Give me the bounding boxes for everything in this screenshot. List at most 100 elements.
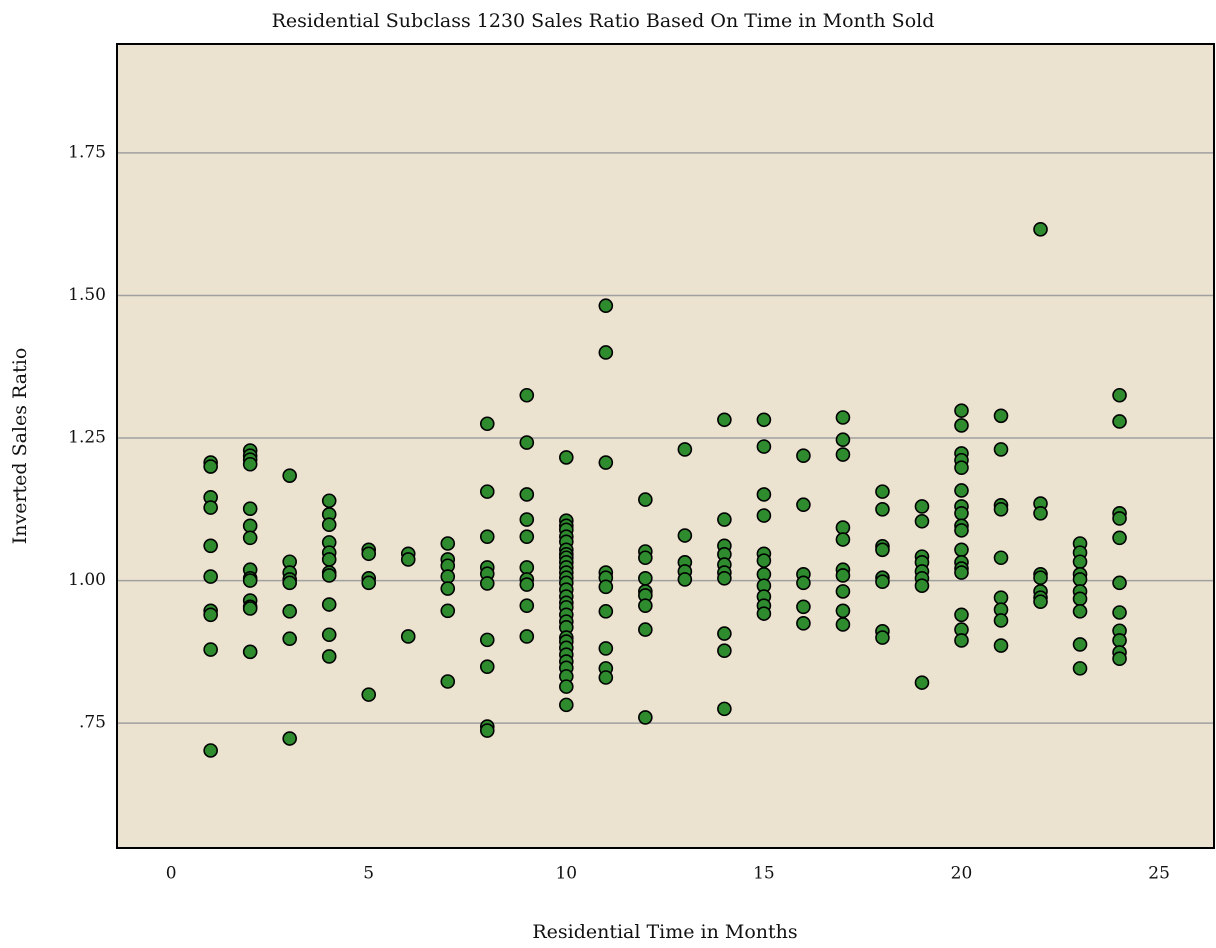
point	[796, 599, 811, 615]
x-tick-label: 20	[951, 864, 973, 884]
point	[717, 701, 732, 717]
point	[677, 572, 693, 587]
point	[203, 743, 218, 758]
point	[1112, 511, 1127, 526]
point	[519, 512, 535, 527]
point	[875, 501, 890, 517]
point	[321, 568, 337, 583]
point	[993, 613, 1009, 628]
x-tick-label: 25	[1148, 864, 1170, 884]
x-tick-label: 10	[555, 864, 577, 884]
point	[638, 492, 653, 507]
point	[1072, 661, 1088, 676]
point	[835, 432, 851, 448]
point	[1072, 554, 1088, 570]
point	[519, 577, 535, 592]
point	[1033, 594, 1048, 609]
point	[1112, 414, 1127, 429]
point	[598, 345, 614, 360]
point	[321, 627, 337, 643]
point	[756, 553, 772, 568]
point	[282, 731, 297, 746]
point	[1112, 575, 1127, 591]
point	[835, 584, 851, 599]
point	[954, 460, 969, 475]
point	[1072, 591, 1088, 607]
y-axis-title: Inverted Sales Ratio	[9, 348, 31, 545]
y-tick-label: 1.50	[68, 285, 106, 305]
point	[677, 442, 693, 457]
point	[479, 723, 495, 738]
point	[875, 574, 890, 590]
point	[954, 542, 969, 558]
point	[361, 575, 377, 591]
point	[875, 542, 890, 558]
point	[598, 579, 614, 595]
point	[242, 601, 258, 616]
point	[677, 528, 693, 543]
point	[1112, 530, 1127, 546]
point	[717, 412, 732, 428]
point	[954, 565, 969, 580]
plot-area	[117, 44, 1214, 848]
point	[321, 649, 337, 664]
point	[954, 633, 969, 648]
point	[361, 546, 377, 562]
point	[440, 674, 456, 689]
point	[479, 529, 495, 544]
point	[203, 569, 218, 584]
point	[835, 532, 851, 547]
point	[203, 459, 218, 474]
point	[717, 626, 732, 641]
point	[1112, 605, 1127, 620]
point	[519, 487, 535, 502]
grid	[117, 152, 1214, 724]
point	[1033, 222, 1048, 237]
point	[954, 523, 969, 538]
point	[203, 500, 218, 515]
point	[1033, 570, 1048, 586]
point	[717, 643, 732, 659]
point	[796, 448, 811, 463]
point	[242, 518, 258, 534]
point	[993, 638, 1009, 653]
point	[282, 604, 297, 619]
point	[203, 538, 218, 554]
point	[479, 416, 495, 432]
point	[954, 403, 969, 418]
point	[1112, 651, 1127, 666]
point	[598, 298, 614, 314]
point	[1072, 604, 1088, 619]
point	[203, 607, 218, 623]
point	[875, 630, 890, 645]
point	[479, 576, 495, 591]
point	[242, 530, 258, 546]
point	[519, 387, 535, 403]
point	[598, 604, 614, 619]
x-tick-label: 0	[166, 864, 177, 884]
point	[756, 508, 772, 523]
points	[203, 222, 1127, 758]
point	[519, 560, 535, 575]
point	[638, 598, 653, 613]
point	[282, 631, 297, 647]
point	[954, 505, 969, 521]
y-tick-label: .75	[79, 713, 106, 733]
point	[638, 570, 653, 586]
point	[321, 493, 337, 509]
plot-frame	[116, 43, 1215, 849]
y-tick-label: 1.75	[68, 142, 106, 162]
point	[954, 418, 969, 433]
point	[835, 568, 851, 583]
point	[479, 484, 495, 499]
point	[242, 456, 258, 472]
point	[479, 632, 495, 648]
point	[321, 597, 337, 612]
point	[954, 607, 969, 623]
point	[400, 552, 416, 567]
y-tick-label: 1.25	[68, 428, 106, 448]
point	[796, 575, 811, 591]
x-tick-label: 5	[363, 864, 374, 884]
x-tick-label: 15	[753, 864, 775, 884]
point	[519, 529, 535, 544]
